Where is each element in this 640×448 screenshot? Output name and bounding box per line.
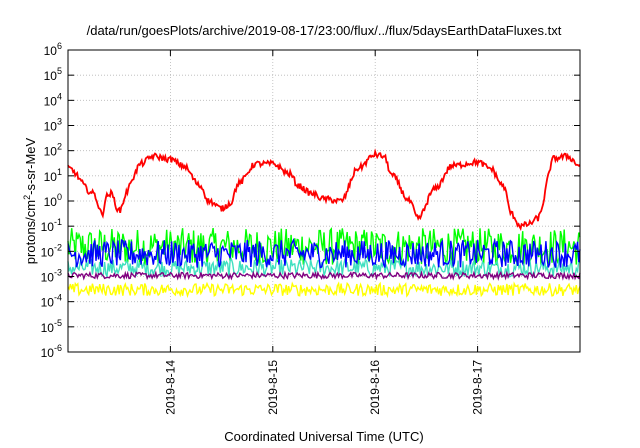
y-tick-label: 102 (44, 142, 62, 159)
y-tick-exponent: 3 (57, 117, 62, 127)
y-tick-base: 10 (44, 195, 58, 209)
y-tick-exponent: -1 (54, 217, 62, 227)
x-axis-ticks: 2019-8-14 2019-8-15 2019-8-16 2019-8-17 (163, 50, 485, 415)
y-tick-base: 10 (44, 69, 58, 83)
y-tick-label: 106 (44, 41, 62, 58)
x-tick-label: 2019-8-17 (471, 360, 485, 415)
series-line (67, 270, 581, 282)
y-tick-label: 101 (44, 167, 62, 184)
y-tick-exponent: -3 (54, 268, 62, 278)
series-line (67, 238, 581, 269)
y-tick-base: 10 (41, 220, 55, 234)
series-group (67, 148, 581, 299)
y-tick-label: 104 (44, 91, 62, 108)
y-tick-base: 10 (44, 145, 58, 159)
y-tick-base: 10 (44, 94, 58, 108)
y-tick-base: 10 (41, 271, 55, 285)
y-axis-label-main: protons/cm (23, 200, 38, 264)
y-tick-exponent: 5 (57, 66, 62, 76)
chart-title: /data/run/goesPlots/archive/2019-08-17/2… (87, 23, 562, 38)
y-axis-label-rest: -s-sr-MeV (23, 137, 38, 194)
x-tick-label: 2019-8-16 (368, 360, 382, 415)
y-tick-label: 103 (44, 117, 62, 134)
y-tick-base: 10 (44, 120, 58, 134)
y-tick-base: 10 (44, 44, 58, 58)
y-tick-label: 10-3 (41, 268, 62, 285)
y-tick-label: 10-4 (41, 293, 62, 310)
y-tick-exponent: 2 (57, 142, 62, 152)
y-tick-exponent: 1 (57, 167, 62, 177)
series-line (67, 226, 581, 267)
y-tick-label: 10-5 (41, 318, 62, 335)
y-tick-base: 10 (41, 245, 55, 259)
y-tick-label: 10-2 (41, 242, 62, 259)
y-tick-label: 10-1 (41, 217, 62, 234)
x-axis-label: Coordinated Universal Time (UTC) (224, 429, 423, 444)
y-tick-exponent: -4 (54, 293, 62, 303)
y-tick-exponent: 6 (57, 41, 62, 51)
y-tick-label: 100 (44, 192, 62, 209)
y-axis-label: protons/cm2-s-sr-MeV (22, 137, 38, 264)
y-tick-exponent: -2 (54, 242, 62, 252)
y-tick-label: 105 (44, 66, 62, 83)
y-tick-exponent: -5 (54, 318, 62, 328)
series-line (67, 148, 581, 232)
y-tick-base: 10 (41, 321, 55, 335)
grid (68, 50, 580, 352)
y-axis-ticks: 10610510410310210110010-110-210-310-410-… (41, 41, 580, 360)
x-tick-label: 2019-8-15 (266, 360, 280, 415)
x-tick-label: 2019-8-14 (163, 360, 177, 415)
y-tick-exponent: -6 (54, 343, 62, 353)
y-tick-base: 10 (41, 296, 55, 310)
y-tick-label: 10-6 (41, 343, 62, 360)
y-tick-base: 10 (41, 346, 55, 360)
series-line (67, 281, 581, 299)
y-tick-base: 10 (44, 170, 58, 184)
y-tick-exponent: 0 (57, 192, 62, 202)
y-tick-exponent: 4 (57, 91, 62, 101)
y-axis-label-sup: 2 (22, 195, 32, 200)
